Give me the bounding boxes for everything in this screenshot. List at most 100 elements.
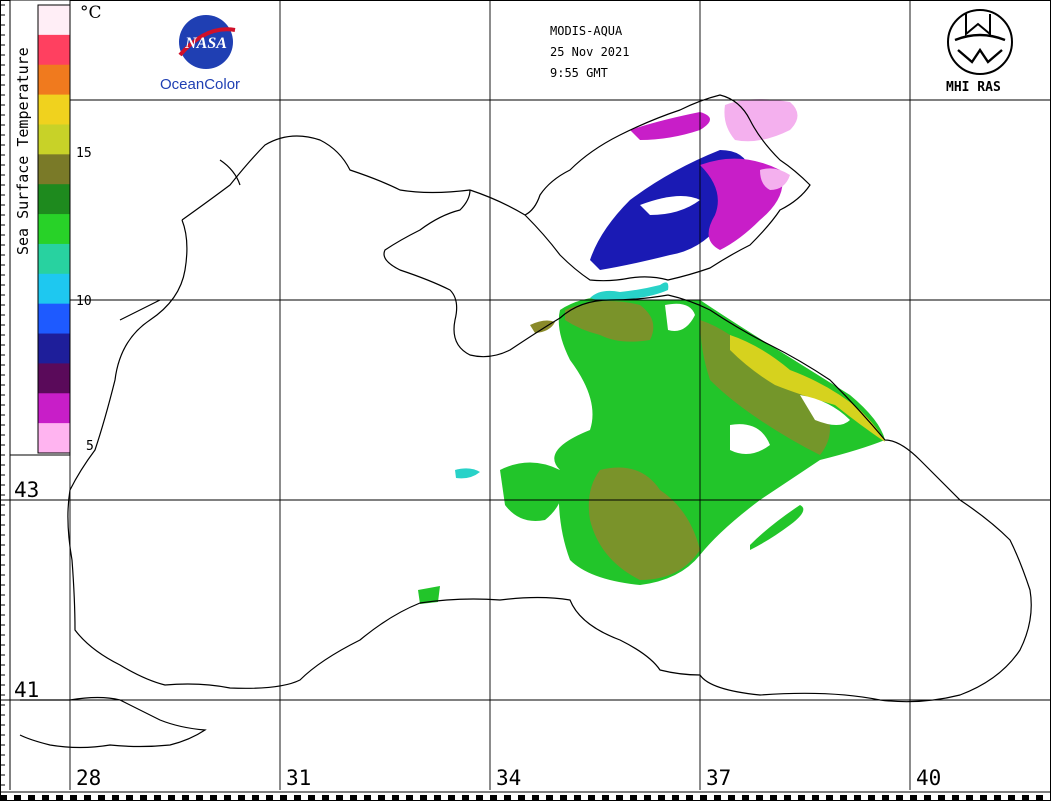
scale-tick	[28, 795, 35, 800]
scale-tick	[868, 795, 875, 800]
scale-tick	[924, 795, 931, 800]
colorbar-swatch	[38, 423, 70, 454]
scale-tick	[630, 795, 637, 800]
scale-tick	[392, 795, 399, 800]
header-time: 9:55 GMT	[550, 66, 608, 80]
scale-tick	[280, 795, 287, 800]
scale-tick	[98, 795, 105, 800]
scale-tick	[112, 795, 119, 800]
scale-tick	[224, 795, 231, 800]
lon-label-37: 37	[706, 766, 732, 790]
scale-tick	[476, 795, 483, 800]
scale-tick	[1022, 795, 1029, 800]
header-date: 25 Nov 2021	[550, 45, 630, 59]
sst-patch-olive-nw	[530, 320, 555, 333]
header-satellite: MODIS-AQUA	[550, 24, 623, 38]
scale-tick	[504, 795, 511, 800]
scale-tick	[938, 795, 945, 800]
colorbar-title: Sea Surface Temperature	[14, 47, 32, 255]
colorbar-swatch	[38, 303, 70, 335]
scale-tick	[742, 795, 749, 800]
scale-tick	[560, 795, 567, 800]
scale-tick	[980, 795, 987, 800]
lon-label-28: 28	[76, 766, 102, 790]
colorbar-swatch	[38, 154, 70, 185]
sst-patch-magenta	[700, 158, 783, 250]
nasa-caption: OceanColor	[160, 76, 241, 93]
scale-tick	[126, 795, 133, 800]
sst-patch-yellow	[730, 335, 885, 442]
scale-tick	[518, 795, 525, 800]
sst-patch-olive-north	[565, 301, 654, 342]
bottom-scale	[0, 791, 1051, 800]
scale-tick	[994, 795, 1001, 800]
colorbar-swatch	[38, 363, 70, 394]
scale-tick	[700, 795, 707, 800]
colorbar-swatch	[38, 64, 70, 96]
scale-tick	[672, 795, 679, 800]
colorbar-swatch	[38, 34, 70, 66]
scale-tick	[70, 795, 77, 800]
colorbar-swatch	[38, 184, 70, 215]
scale-tick	[812, 795, 819, 800]
sst-patch-green-west	[500, 462, 563, 521]
scale-tick	[182, 795, 189, 800]
sst-patch-magenta-north	[630, 112, 710, 140]
colorbar-tick-5: 5	[86, 439, 94, 454]
colorbar-swatch	[38, 333, 70, 364]
sst-patch-olive-east	[700, 320, 830, 455]
colorbar-swatch	[38, 124, 70, 155]
scale-tick	[378, 795, 385, 800]
scale-tick	[238, 795, 245, 800]
scale-tick	[294, 795, 301, 800]
mhi-caption: MHI RAS	[946, 80, 1001, 95]
scale-tick	[252, 795, 259, 800]
colorbar-swatch	[38, 393, 70, 424]
nasa-logo: NASA	[178, 15, 236, 69]
scale-tick	[798, 795, 805, 800]
scale-tick	[714, 795, 721, 800]
scale-tick	[168, 795, 175, 800]
scale-tick	[910, 795, 917, 800]
scale-tick	[322, 795, 329, 800]
scale-tick	[784, 795, 791, 800]
left-scale-ticks	[0, 4, 5, 786]
colorbar-swatch	[38, 5, 70, 36]
scale-tick	[336, 795, 343, 800]
colorbar-swatch	[38, 214, 70, 245]
scale-tick	[770, 795, 777, 800]
scale-tick	[658, 795, 665, 800]
colorbar-tick-10: 10	[76, 294, 92, 309]
scale-tick	[840, 795, 847, 800]
scale-tick	[462, 795, 469, 800]
scale-tick	[826, 795, 833, 800]
sst-patch-pink	[724, 99, 798, 142]
scale-tick	[448, 795, 455, 800]
scale-tick	[588, 795, 595, 800]
lon-label-31: 31	[286, 766, 312, 790]
nasa-emblem-text: NASA	[184, 35, 227, 52]
scale-tick	[406, 795, 413, 800]
scale-tick	[854, 795, 861, 800]
scale-tick	[882, 795, 889, 800]
lat-label-41: 41	[14, 678, 40, 702]
lat-label-43: 43	[14, 478, 40, 502]
cloud-hole-3	[800, 395, 850, 425]
colorbar	[9, 0, 71, 456]
scale-tick	[42, 795, 49, 800]
scale-tick	[644, 795, 651, 800]
scale-tick	[532, 795, 539, 800]
scale-tick	[84, 795, 91, 800]
colorbar-swatch	[38, 273, 70, 305]
colorbar-unit: °C	[80, 3, 102, 23]
sst-field	[418, 99, 885, 604]
sst-patch-turk	[418, 586, 440, 604]
scale-tick	[364, 795, 371, 800]
cloud-hole-1	[665, 303, 695, 331]
scale-tick	[490, 795, 497, 800]
scale-tick	[896, 795, 903, 800]
scale-tick	[140, 795, 147, 800]
